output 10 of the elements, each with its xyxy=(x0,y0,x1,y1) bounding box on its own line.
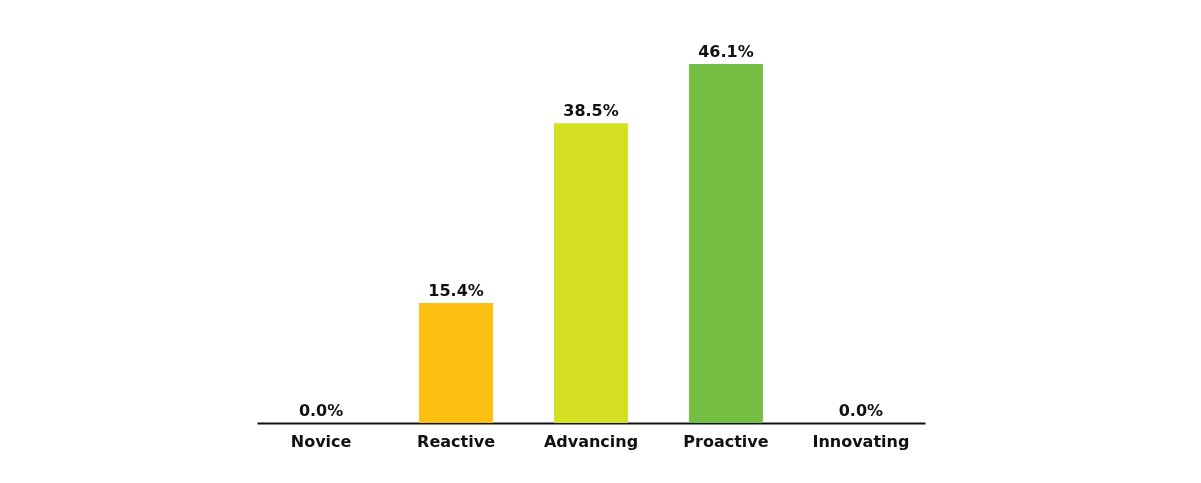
data-label: 0.0% xyxy=(838,401,884,420)
data-label: 38.5% xyxy=(563,101,619,121)
x-tick-label: Novice xyxy=(290,431,352,451)
x-tick-label: Reactive xyxy=(417,431,496,451)
x-tick-label: Innovating xyxy=(812,431,910,451)
x-tick-label: Proactive xyxy=(683,431,769,451)
x-tick-label: Advancing xyxy=(543,431,639,451)
data-label: 15.4% xyxy=(428,281,484,301)
data-label: 0.0% xyxy=(298,401,344,420)
data-label: 46.1% xyxy=(698,42,754,61)
